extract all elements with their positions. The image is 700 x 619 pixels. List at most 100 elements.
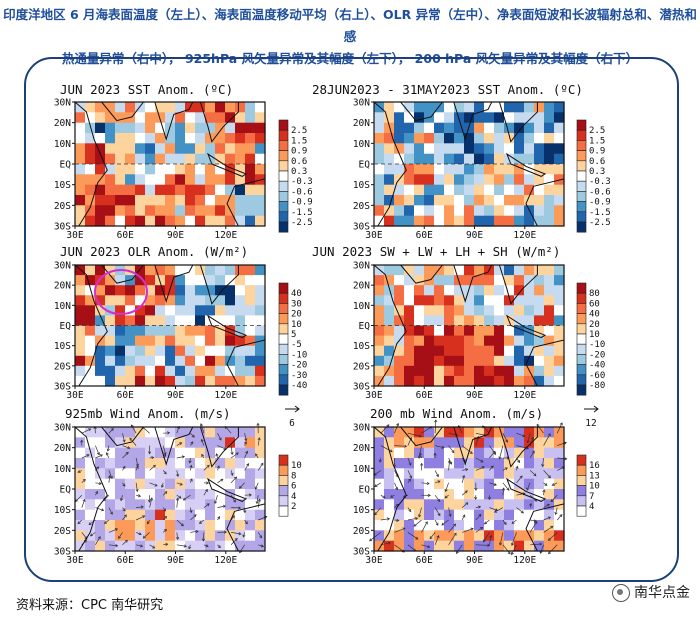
heat-cell <box>135 164 146 175</box>
magnitude-cell <box>504 427 515 438</box>
wind-vector <box>556 422 563 434</box>
magnitude-cell <box>165 437 176 449</box>
colorbar-label: 16 <box>589 461 600 471</box>
wind-arrowhead <box>448 513 452 517</box>
wind-arrowhead <box>408 509 412 513</box>
heat-cell <box>105 133 116 144</box>
x-tick-label: 30E <box>365 230 382 241</box>
wind-arrowhead <box>198 520 203 524</box>
wind-arrowhead <box>546 503 550 507</box>
magnitude-cell <box>464 447 475 459</box>
magnitude-cell <box>95 437 106 449</box>
colorbar-label: -40 <box>291 381 307 391</box>
magnitude-cell <box>245 427 256 438</box>
reference-vector-label: 12 <box>585 418 596 429</box>
magnitude-cell <box>205 499 216 511</box>
magnitude-cell <box>95 540 106 552</box>
heat-cell <box>215 195 226 206</box>
wind-vector <box>511 519 517 524</box>
heat-cell <box>494 215 505 227</box>
heat-cell <box>464 112 475 124</box>
magnitude-cell <box>195 427 206 438</box>
magnitude-cell <box>414 530 425 542</box>
heat-cell <box>554 184 565 196</box>
magnitude-cell <box>235 520 246 531</box>
colorbar-swatch <box>576 333 587 345</box>
heat-cell <box>215 184 226 196</box>
heat-cell <box>474 133 485 144</box>
heat-cell <box>185 295 196 306</box>
magnitude-cell <box>434 478 445 490</box>
magnitude-cell <box>205 520 216 531</box>
heat-cell <box>474 143 485 155</box>
wind-arrowhead <box>89 533 94 537</box>
heat-cell <box>524 153 535 165</box>
magnitude-cell <box>534 437 545 449</box>
y-tick-label: 30N <box>54 98 71 109</box>
heat-cell <box>155 345 166 357</box>
heat-cell <box>115 195 126 206</box>
magnitude-cell <box>145 437 156 449</box>
magnitude-cell <box>464 437 475 449</box>
colorbar-swatch <box>278 160 289 172</box>
magnitude-cell <box>424 458 435 469</box>
heat-cell <box>125 215 136 227</box>
y-tick-label: 30S <box>353 547 370 558</box>
heat-cell <box>205 164 216 175</box>
wind-vector <box>502 467 508 471</box>
magnitude-cell <box>474 468 485 480</box>
heat-cell <box>85 265 96 276</box>
wind-arrowhead <box>547 516 552 520</box>
wind-vector <box>394 527 406 533</box>
heat-cell <box>384 195 395 206</box>
magnitude-cell <box>235 447 246 459</box>
magnitude-cell <box>474 520 485 531</box>
heat-cell <box>544 375 555 387</box>
heat-cell <box>454 285 465 296</box>
wind-arrowhead <box>559 422 563 426</box>
magnitude-cell <box>454 530 465 542</box>
magnitude-cell <box>484 540 495 552</box>
heat-cell <box>75 285 86 296</box>
wind-arrowhead <box>483 521 488 525</box>
wind-vector <box>511 544 517 555</box>
colorbar-label: -10 <box>291 350 307 360</box>
heat-cell <box>534 184 545 196</box>
heat-cell <box>245 345 256 357</box>
heat-cell <box>95 195 106 206</box>
wind-arrowhead <box>547 475 551 479</box>
wind-arrowhead <box>449 461 453 465</box>
heat-cell <box>454 305 465 316</box>
magnitude-cell <box>225 437 236 449</box>
wind-vector <box>203 503 210 508</box>
colorbar-swatch <box>278 292 289 304</box>
heat-cell <box>135 365 146 377</box>
magnitude-cell <box>454 447 465 459</box>
heat-cell <box>175 315 186 327</box>
magnitude-cell <box>105 520 116 531</box>
heat-cell <box>404 195 415 206</box>
heat-cell <box>105 285 116 296</box>
heat-cell <box>464 143 475 155</box>
wind-vector <box>529 521 538 533</box>
heat-cell <box>374 375 385 387</box>
heat-cell <box>215 355 226 367</box>
heat-cell <box>404 174 415 186</box>
heat-cell <box>115 285 126 296</box>
wind-vector <box>188 544 191 549</box>
magnitude-cell <box>135 468 146 480</box>
colorbar-swatch <box>576 150 587 162</box>
heat-cell <box>165 315 176 327</box>
reference-vector-label: 6 <box>289 418 295 429</box>
heat-cell <box>474 195 485 206</box>
magnitude-cell <box>514 478 525 490</box>
wind-arrowhead <box>200 438 204 442</box>
heat-cell <box>235 122 246 134</box>
wind-vector <box>225 426 232 434</box>
heat-cell <box>504 164 515 175</box>
wind-arrowhead <box>465 502 469 506</box>
heat-cell <box>524 164 535 175</box>
magnitude-cell <box>105 499 116 511</box>
wind-arrowhead <box>427 545 431 549</box>
